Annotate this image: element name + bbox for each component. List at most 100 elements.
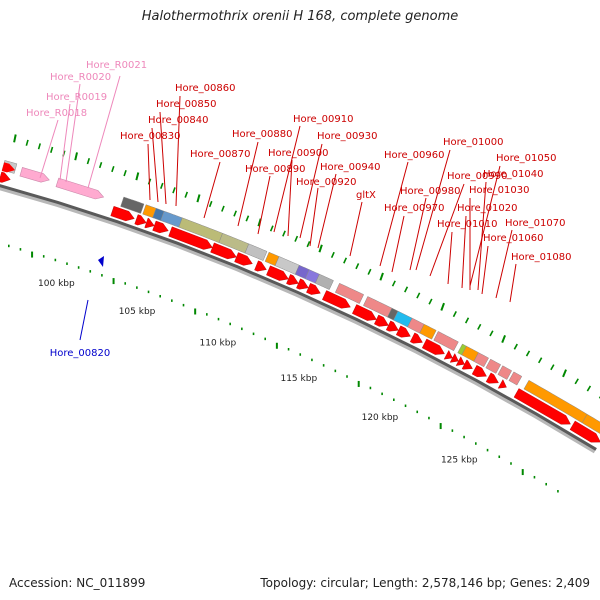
gene-label-leader [391,215,405,273]
gene-label-leader [495,229,513,299]
gene-label: Hore_01040 [483,169,544,180]
cds-gene-arrow [455,356,465,366]
tick-mark [172,187,176,194]
gene-label-leader [477,181,487,291]
cds-gene-arrow [497,379,507,389]
cds-gene-arrow [134,214,147,226]
gene-label-leader [299,143,323,239]
cds-gene-arrow [286,274,299,286]
gene-label-leader [481,245,489,295]
gene-label: Hore_01070 [505,218,566,229]
gene-label: Hore_01080 [511,252,572,263]
scale-label: 100 kbp [38,279,75,289]
cds-gene-arrow [306,283,321,295]
rna-gene-label: Hore_R0019 [46,92,107,103]
rna-gene-arrow [19,167,50,183]
tick-mark [50,146,54,154]
tick-mark [74,152,78,161]
tick-mark [416,292,421,299]
tick-mark [37,143,42,150]
cds-gene-arrow [449,353,459,363]
tick-mark [452,311,457,318]
gene-label-leader [509,263,517,303]
feature-block [120,196,145,214]
feature-block [485,358,502,374]
tick-mark [367,268,372,275]
gene-label: Hore_00920 [296,177,357,188]
cds-gene-arrow [168,226,213,250]
tick-mark [245,215,250,222]
gene-label: Hore_00930 [317,131,378,142]
cds-gene-arrow [0,171,11,183]
gene-label: Hore_00990 [447,171,508,182]
scale-label: 120 kbp [362,413,399,423]
tick-mark [428,298,433,305]
scale-label: 125 kbp [441,455,478,465]
tick-mark [404,286,409,293]
cds-gene-arrow [471,365,487,378]
tick-mark [282,230,286,237]
tick-mark [221,205,225,212]
rna-gene-label: Hore_R0021 [86,60,147,71]
gene-label-leader [257,175,271,235]
scale-label: 115 kbp [280,374,317,384]
cds-gene-arrow [1,162,16,173]
cds-gene-arrow [385,320,399,332]
cds-gene-arrow [485,372,499,384]
scale-label: 105 kbp [119,307,156,317]
gene-label: Hore_00940 [320,162,381,173]
gene-label: gltX [356,190,376,201]
gene-label: Hore_01000 [443,137,504,148]
tick-mark [538,357,543,364]
tick-mark [257,218,262,227]
tick-mark [477,323,482,330]
tick-mark [501,335,506,344]
scale-label: 110 kbp [200,338,237,348]
gene-label-leader [349,201,363,257]
tick-mark [123,170,127,177]
selected-gene-marker [98,256,104,267]
cds-gene-arrow [296,278,309,290]
tick-mark [513,343,518,350]
gene-label-leader [317,173,337,249]
cds-gene-arrow [409,332,423,344]
tick-mark [379,272,384,281]
tick-mark [355,263,360,270]
tick-mark [318,244,323,253]
tick-mark [550,364,555,371]
cds-gene-arrow [569,420,600,443]
tick-mark [440,302,445,311]
cds-gene-arrow [152,220,169,234]
cds-gene-arrow [421,338,445,355]
tick-mark [160,182,164,189]
rna-label-leader [39,119,59,179]
cds-gene-arrow [110,206,135,222]
gene-label-leader [429,183,465,277]
tick-mark [184,191,189,198]
feature-block [334,282,365,304]
tick-mark [306,241,311,248]
gene-label: Hore_01050 [496,153,557,164]
feature-block [508,371,523,386]
tick-mark [562,369,567,378]
gene-label: Hore_01030 [469,185,530,196]
selected-gene-label: Hore_00820 [50,348,111,359]
tick-mark [586,385,592,392]
gene-label-leader [203,161,221,219]
gene-label-leader [415,149,451,271]
gene-label: Hore_00830 [120,131,181,142]
tick-mark [391,280,396,287]
feature-block [473,352,489,368]
gene-label-leader [287,159,293,237]
tick-mark [86,158,91,165]
tick-mark [13,134,17,143]
tick-mark [343,257,348,264]
gene-label: Hore_00880 [232,129,293,140]
gene-label: Hore_00870 [190,149,251,160]
cds-gene-arrow [374,314,389,327]
cds-gene-arrow [443,349,453,360]
feature-block [419,323,437,340]
cds-gene-arrow [322,290,351,309]
selected-gene-leader [79,299,89,341]
gene-label-leader [447,231,453,285]
